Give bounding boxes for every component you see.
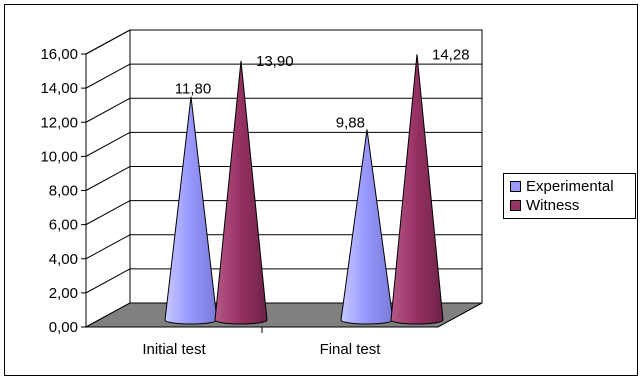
legend-item-experimental: Experimental bbox=[510, 178, 614, 196]
legend-label-experimental: Experimental bbox=[526, 178, 614, 195]
chart-frame bbox=[4, 4, 638, 376]
x-category-label: Initial test bbox=[142, 341, 206, 358]
side-gridline bbox=[85, 63, 131, 89]
data-label: 14,28 bbox=[432, 46, 470, 63]
side-gridline bbox=[85, 234, 131, 260]
data-label: 9,88 bbox=[336, 114, 365, 131]
y-tick-label: 14,00 bbox=[40, 80, 78, 97]
data-label: 13,90 bbox=[256, 53, 294, 70]
data-label: 11,80 bbox=[175, 81, 211, 98]
cone-witness-0 bbox=[214, 60, 268, 325]
side-gridline bbox=[85, 29, 131, 55]
y-tick-label: 6,00 bbox=[49, 217, 78, 234]
side-gridline bbox=[85, 131, 131, 157]
cone-witness-1 bbox=[390, 54, 444, 325]
legend: Experimental Witness bbox=[503, 173, 636, 219]
side-gridline bbox=[85, 268, 131, 294]
y-tick-label: 2,00 bbox=[49, 285, 78, 302]
side-gridline bbox=[85, 200, 131, 226]
legend-swatch-witness bbox=[510, 199, 521, 211]
y-tick-label: 8,00 bbox=[49, 183, 78, 200]
y-tick-label: 12,00 bbox=[40, 114, 78, 131]
legend-swatch-experimental bbox=[510, 180, 521, 192]
x-category-label: Final test bbox=[320, 341, 382, 358]
y-tick-label: 16,00 bbox=[40, 46, 78, 63]
y-tick-label: 10,00 bbox=[40, 148, 78, 165]
y-tick-label: 4,00 bbox=[49, 251, 78, 268]
y-tick-label: 0,00 bbox=[49, 319, 78, 336]
side-gridline bbox=[85, 166, 131, 191]
side-gridline bbox=[85, 97, 131, 123]
legend-label-witness: Witness bbox=[526, 197, 580, 214]
legend-item-witness: Witness bbox=[510, 197, 579, 215]
